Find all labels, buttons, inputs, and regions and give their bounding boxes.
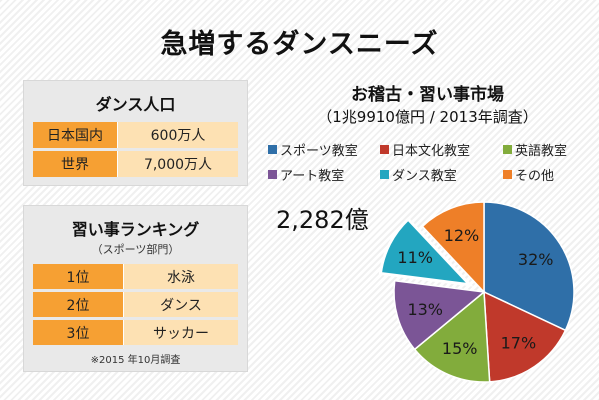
ranking-name: サッカー xyxy=(124,320,238,345)
table-row: 3位 サッカー xyxy=(33,320,238,345)
population-label: 日本国内 xyxy=(33,122,118,148)
table-row: 1位 水泳 xyxy=(33,264,238,289)
population-label: 世界 xyxy=(33,151,118,177)
population-title: ダンス人口 xyxy=(95,95,176,114)
ranking-rank: 3位 xyxy=(33,320,124,345)
pie-slice-label: 13% xyxy=(407,300,443,319)
table-row: 日本国内 600万人 xyxy=(33,122,238,148)
ranking-subtitle: （スポーツ部門） xyxy=(91,243,180,256)
legend-label: その他 xyxy=(515,169,555,184)
legend-swatch xyxy=(503,170,512,179)
population-value: 7,000万人 xyxy=(118,151,238,177)
legend-label: アート教室 xyxy=(280,169,345,184)
legend-label: ダンス教室 xyxy=(392,169,457,184)
pie-slice-label: 32% xyxy=(518,250,554,269)
population-value: 600万人 xyxy=(118,122,238,148)
pie-slice xyxy=(421,201,485,294)
legend-swatch xyxy=(268,145,277,154)
ranking-note: ※2015 年10月調査 xyxy=(90,355,181,366)
page-title: 急増するダンスニーズ xyxy=(160,29,439,60)
pie-slice xyxy=(483,290,567,383)
table-row: 2位 ダンス xyxy=(33,292,238,317)
dance-market-callout: 2,282億 xyxy=(276,206,369,234)
legend-item: 日本文化教室 xyxy=(380,140,470,159)
legend-swatch xyxy=(268,170,277,179)
chart-title: お稽古・習い事市場 xyxy=(351,85,504,105)
legend-label: 英語教室 xyxy=(515,144,568,159)
pie-slice xyxy=(393,279,486,351)
pie-slice xyxy=(413,290,491,383)
pie-slice xyxy=(378,217,474,287)
legend-label: スポーツ教室 xyxy=(280,144,358,159)
pie-slice-label: 15% xyxy=(442,339,478,358)
population-table: 日本国内 600万人 世界 7,000万人 xyxy=(33,119,238,180)
pie-slice-label: 17% xyxy=(501,334,537,353)
ranking-rank: 2位 xyxy=(33,292,124,317)
chart-subtitle: （1兆9910億円 / 2013年調査） xyxy=(317,108,538,126)
pie-slice xyxy=(483,201,575,332)
legend-label: 日本文化教室 xyxy=(392,144,471,159)
legend-item: ダンス教室 xyxy=(380,165,457,184)
legend-item: アート教室 xyxy=(268,165,344,184)
table-row: 世界 7,000万人 xyxy=(33,151,238,177)
pie-slice-label: 12% xyxy=(444,226,480,245)
ranking-table: 1位 水泳 2位 ダンス 3位 サッカー xyxy=(33,261,238,348)
population-panel: ダンス人口 日本国内 600万人 世界 7,000万人 xyxy=(23,80,248,186)
legend-swatch xyxy=(380,145,389,154)
legend-swatch xyxy=(380,170,389,179)
legend-swatch xyxy=(503,145,512,154)
ranking-rank: 1位 xyxy=(33,264,124,289)
ranking-panel: 習い事ランキング （スポーツ部門） 1位 水泳 2位 ダンス 3位 サッカー ※… xyxy=(23,205,248,372)
legend-item: その他 xyxy=(503,165,554,184)
ranking-name: ダンス xyxy=(124,292,238,317)
ranking-name: 水泳 xyxy=(124,264,238,289)
pie-slice-label: 11% xyxy=(397,248,433,267)
legend-item: 英語教室 xyxy=(503,140,567,159)
ranking-title: 習い事ランキング xyxy=(71,220,200,239)
legend-item: スポーツ教室 xyxy=(268,140,358,159)
